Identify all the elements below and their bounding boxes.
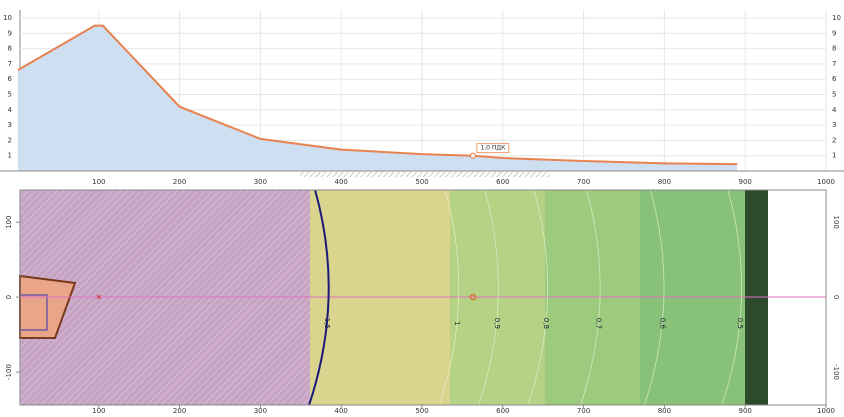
contour-label: 1,5 bbox=[323, 318, 331, 329]
x-tick-label: 400 bbox=[335, 178, 348, 186]
y-tick-label: 0 bbox=[832, 295, 840, 299]
hatch-strip bbox=[300, 172, 550, 177]
source-marker: × bbox=[95, 293, 102, 302]
annotation-box bbox=[476, 143, 510, 154]
contour-label: 0,6 bbox=[658, 318, 666, 330]
contour-line bbox=[644, 189, 665, 406]
y-tick-label: 6 bbox=[8, 75, 13, 83]
y-tick-label: 6 bbox=[832, 75, 837, 83]
contour-line bbox=[721, 189, 742, 406]
contour-line bbox=[308, 189, 330, 406]
line bbox=[17, 24, 738, 166]
contour-label: 1 bbox=[453, 321, 461, 325]
y-tick-label: 100 bbox=[832, 216, 840, 229]
x-tick-label: 200 bbox=[173, 178, 186, 186]
x-tick-label: 1000 bbox=[817, 407, 835, 415]
map-background bbox=[19, 190, 826, 405]
x-tick-label: 200 bbox=[173, 407, 186, 415]
y-tick-label: 8 bbox=[832, 45, 836, 53]
x-tick-label: 900 bbox=[739, 407, 752, 415]
y-tick-label: 4 bbox=[832, 106, 837, 114]
y-tick-label: 8 bbox=[8, 45, 12, 53]
y-tick-label: 2 bbox=[832, 136, 836, 144]
contour-label: 0,9 bbox=[493, 318, 501, 329]
y-tick-label: 1 bbox=[832, 152, 836, 160]
y-tick-label: -100 bbox=[832, 364, 840, 380]
y-tick-label: 9 bbox=[8, 29, 12, 37]
y-tick-label: 3 bbox=[8, 121, 12, 129]
y-tick-label: 7 bbox=[8, 60, 12, 68]
contour-label: 0,7 bbox=[595, 318, 603, 329]
y-tick-label: 7 bbox=[832, 60, 836, 68]
x-tick-label: 100 bbox=[92, 178, 105, 186]
x-tick-label: 100 bbox=[92, 407, 105, 415]
x-tick-label: 800 bbox=[658, 407, 671, 415]
contour-label: 0,8 bbox=[542, 318, 550, 329]
contour-label: 0,5 bbox=[736, 318, 744, 329]
x-tick-label: 300 bbox=[254, 407, 267, 415]
annotation-label: 1,0 ПДК bbox=[480, 145, 506, 152]
y-tick-label: 1 bbox=[8, 152, 12, 160]
x-tick-label: 800 bbox=[658, 178, 671, 186]
x-tick-label: 700 bbox=[577, 407, 590, 415]
x-tick-label: 1000 bbox=[817, 178, 835, 186]
x-tick-label: 900 bbox=[739, 178, 752, 186]
area-fill bbox=[18, 25, 738, 172]
y-tick-label: 9 bbox=[832, 29, 836, 37]
y-tick-label: 0 bbox=[5, 295, 13, 299]
contour-line bbox=[580, 189, 601, 406]
y-tick-label: 10 bbox=[832, 14, 841, 22]
y-tick-label: 5 bbox=[8, 91, 12, 99]
y-tick-label: -100 bbox=[5, 364, 13, 380]
y-tick-label: 5 bbox=[832, 91, 836, 99]
contour-line bbox=[478, 189, 499, 406]
x-tick-label: 500 bbox=[415, 178, 428, 186]
x-tick-label: 500 bbox=[415, 407, 428, 415]
y-tick-label: 4 bbox=[8, 106, 13, 114]
x-tick-label: 700 bbox=[577, 178, 590, 186]
x-tick-label: 600 bbox=[496, 178, 509, 186]
contour-line bbox=[438, 189, 460, 406]
y-tick-label: 3 bbox=[832, 121, 836, 129]
x-tick-label: 400 bbox=[335, 407, 348, 415]
point-marker bbox=[469, 294, 477, 301]
x-tick-label: 600 bbox=[496, 407, 509, 415]
y-tick-label: 10 bbox=[3, 14, 12, 22]
y-tick-label: 100 bbox=[5, 216, 13, 229]
x-tick-label: 300 bbox=[254, 178, 267, 186]
annotation-marker bbox=[469, 152, 477, 159]
contour-line bbox=[527, 189, 549, 406]
y-tick-label: 2 bbox=[8, 136, 12, 144]
